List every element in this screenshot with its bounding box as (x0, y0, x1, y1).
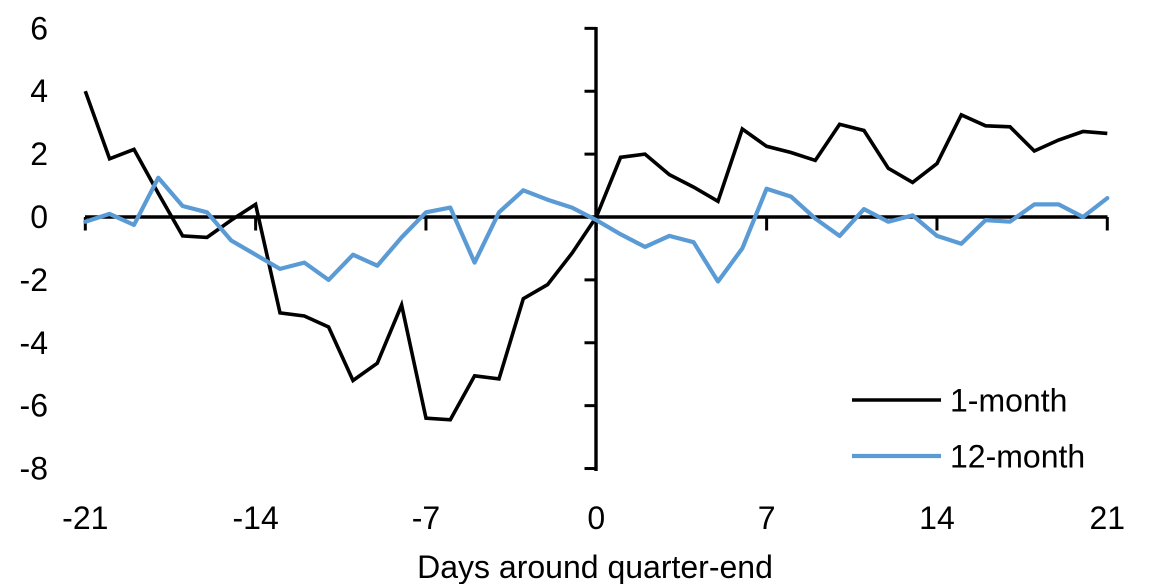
x-tick-label: -7 (412, 500, 440, 536)
y-tick-label: 6 (30, 10, 48, 46)
axes-group: 6 4 2 0 -2 -4 -6 -8 -21 -14 -7 0 7 14 21 (20, 10, 1126, 536)
y-tick-label: -2 (20, 262, 48, 298)
x-tick-label: -21 (62, 500, 108, 536)
x-tick-label: -14 (233, 500, 279, 536)
x-tick-label: 21 (1089, 500, 1125, 536)
y-tick-label: 0 (30, 199, 48, 235)
x-tick-label: 14 (919, 500, 955, 536)
legend-label-12-month: 12-month (950, 439, 1085, 475)
x-tick-label: 0 (587, 500, 605, 536)
x-axis-title: Days around quarter-end (417, 549, 773, 584)
series-line-1-month (83, 90, 1108, 422)
y-tick-label: 4 (30, 73, 48, 109)
y-tick-label: -4 (20, 325, 48, 361)
legend-label-1-month: 1-month (950, 383, 1067, 419)
series-line-12-month (83, 175, 1110, 284)
y-tick-label: 2 (30, 136, 48, 172)
legend-group: 1-month 12-month (852, 383, 1085, 475)
x-tick-label: 7 (758, 500, 776, 536)
series-group (83, 90, 1110, 422)
y-tick-label: -8 (20, 451, 48, 487)
y-tick-label: -6 (20, 388, 48, 424)
